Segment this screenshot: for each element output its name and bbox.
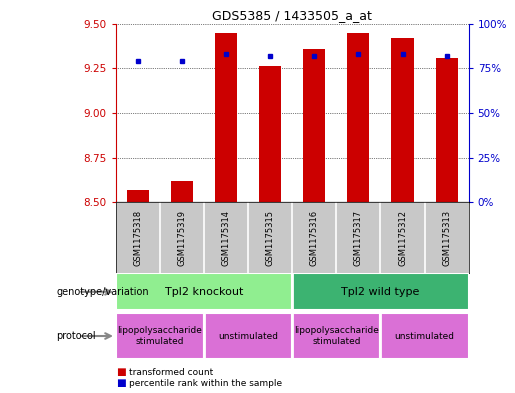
Title: GDS5385 / 1433505_a_at: GDS5385 / 1433505_a_at xyxy=(212,9,372,22)
Text: GSM1175317: GSM1175317 xyxy=(354,210,363,266)
Text: ■: ■ xyxy=(116,378,126,388)
Bar xyxy=(293,313,381,359)
Text: GSM1175316: GSM1175316 xyxy=(310,210,319,266)
Text: GSM1175319: GSM1175319 xyxy=(178,210,186,266)
Bar xyxy=(127,190,149,202)
Text: unstimulated: unstimulated xyxy=(218,332,278,340)
Bar xyxy=(293,273,469,310)
Text: ■: ■ xyxy=(116,367,126,377)
Text: unstimulated: unstimulated xyxy=(394,332,455,340)
Text: GSM1175314: GSM1175314 xyxy=(221,210,231,266)
Bar xyxy=(303,49,325,202)
Bar xyxy=(259,66,281,202)
Bar xyxy=(436,57,458,202)
Text: GSM1175312: GSM1175312 xyxy=(398,210,407,266)
Text: lipopolysaccharide
stimulated: lipopolysaccharide stimulated xyxy=(117,326,202,346)
Text: GSM1175313: GSM1175313 xyxy=(442,210,451,266)
Text: Tpl2 wild type: Tpl2 wild type xyxy=(341,287,420,297)
Bar xyxy=(116,273,293,310)
Bar xyxy=(381,313,469,359)
Text: Tpl2 knockout: Tpl2 knockout xyxy=(165,287,243,297)
Text: GSM1175318: GSM1175318 xyxy=(133,210,143,266)
Bar xyxy=(348,33,369,202)
Bar xyxy=(215,33,237,202)
Text: lipopolysaccharide
stimulated: lipopolysaccharide stimulated xyxy=(294,326,379,346)
Text: protocol: protocol xyxy=(56,331,96,341)
Bar xyxy=(116,313,204,359)
Bar xyxy=(204,313,293,359)
Bar xyxy=(391,38,414,202)
Bar xyxy=(171,181,193,202)
Text: genotype/variation: genotype/variation xyxy=(56,287,149,297)
Text: percentile rank within the sample: percentile rank within the sample xyxy=(129,379,282,387)
Text: transformed count: transformed count xyxy=(129,368,213,376)
Text: GSM1175315: GSM1175315 xyxy=(266,210,274,266)
